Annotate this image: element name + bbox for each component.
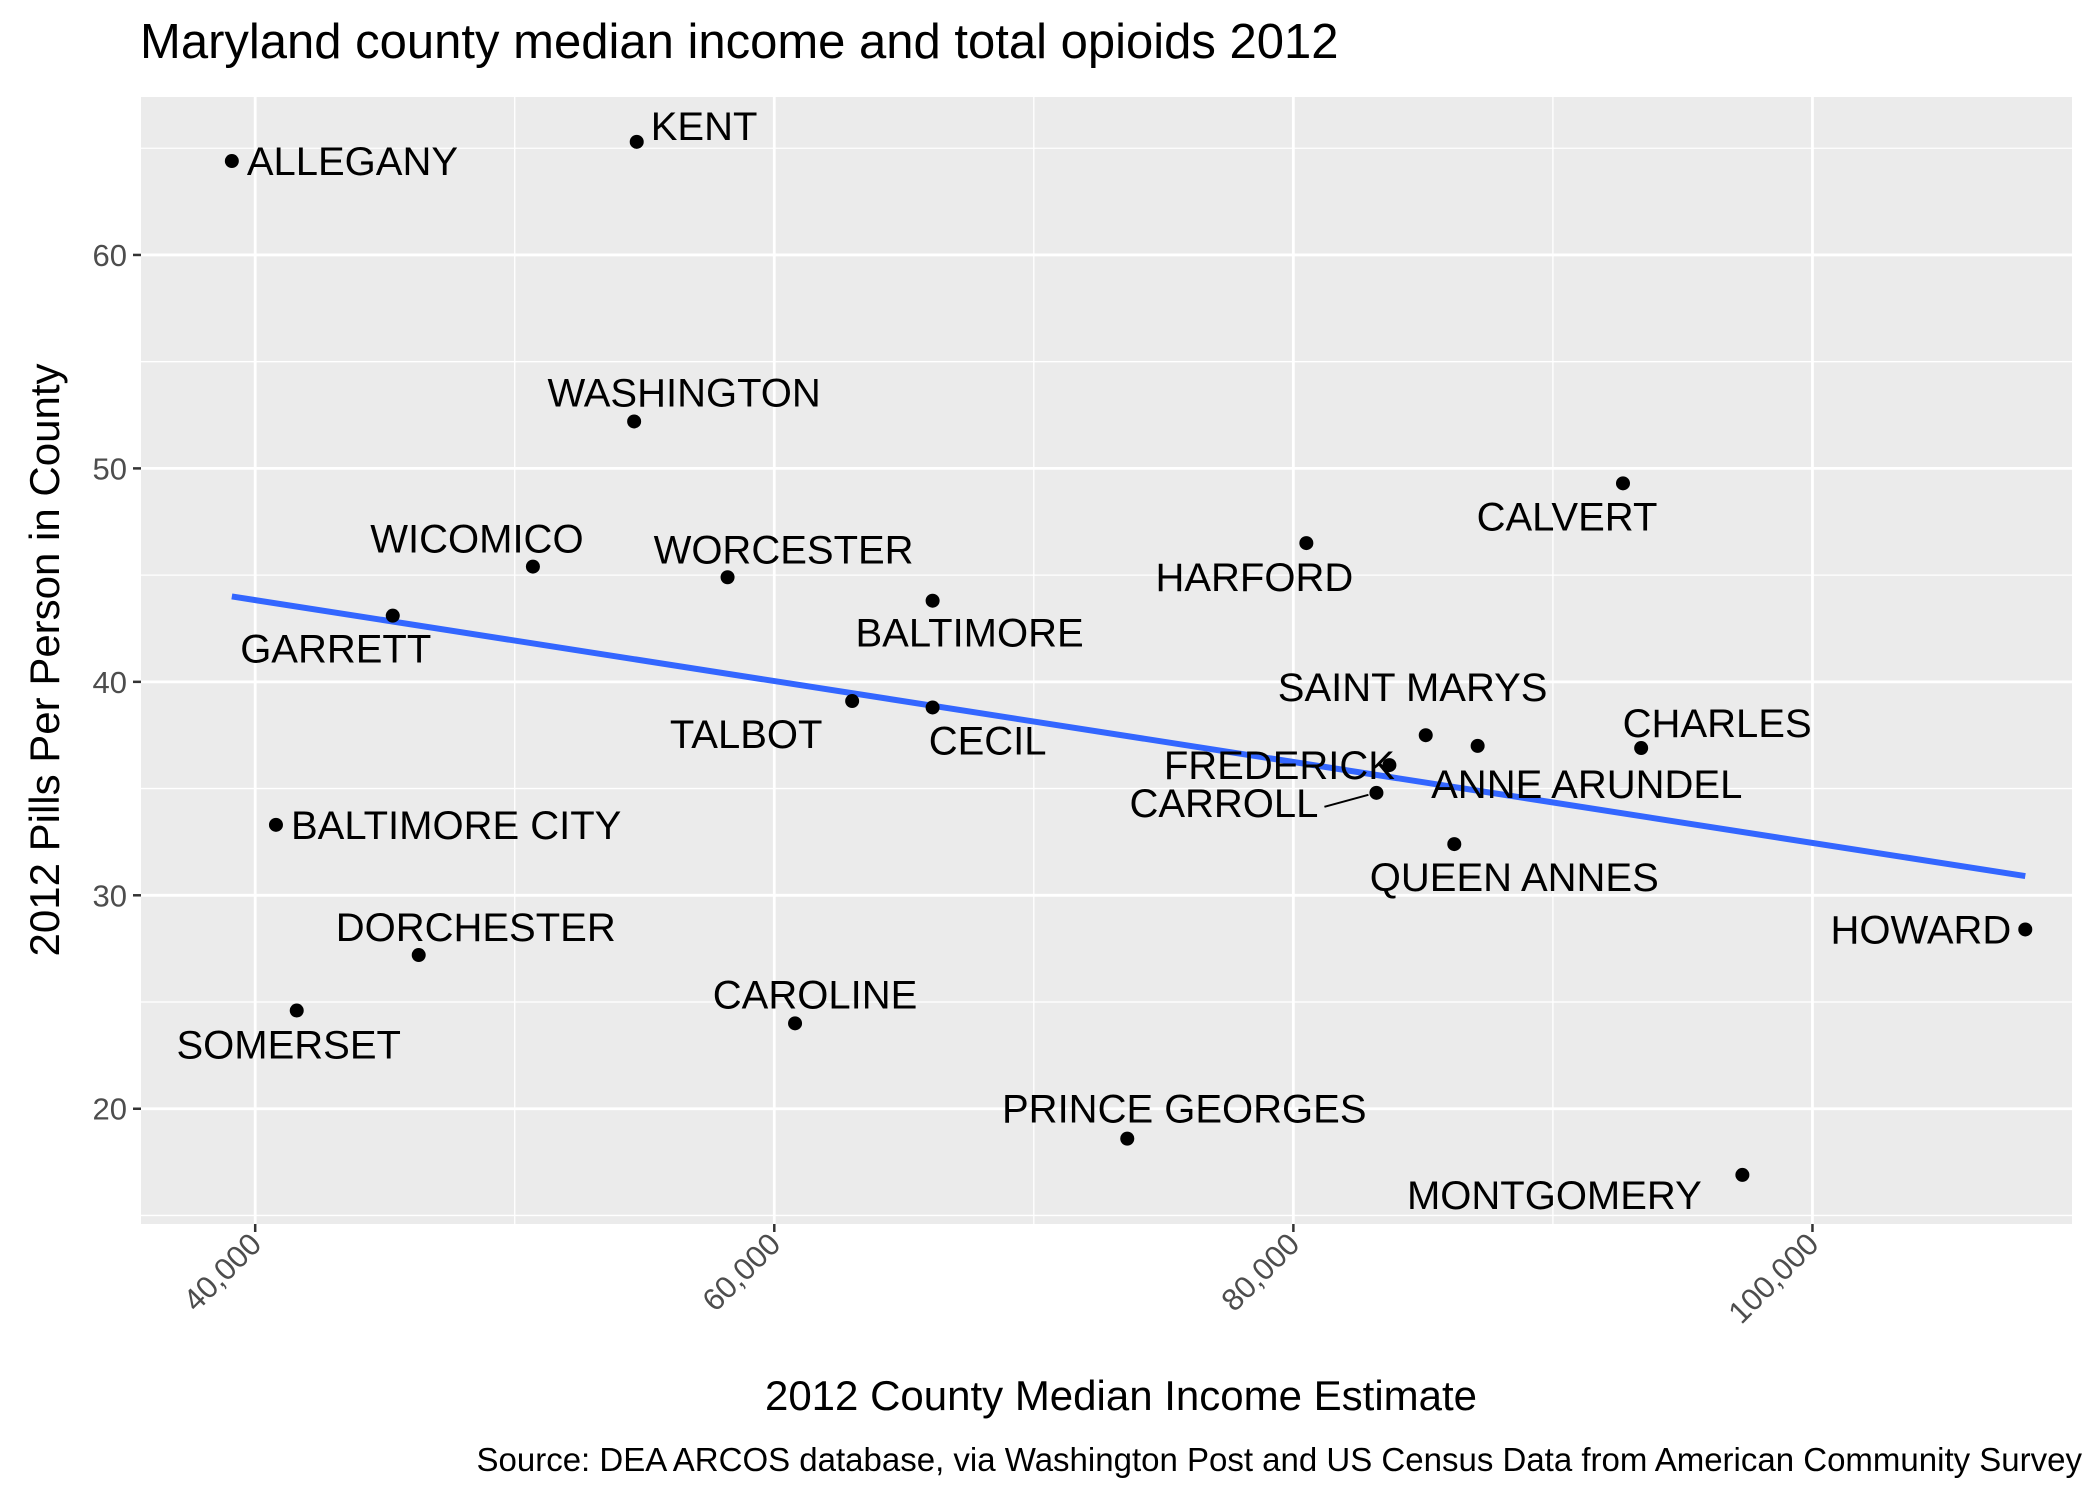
data-point bbox=[1447, 837, 1462, 852]
data-point bbox=[627, 414, 642, 429]
point-label: CARROLL bbox=[1129, 782, 1318, 826]
x-tick-label: 100,000 bbox=[1721, 1226, 1825, 1330]
point-label: WASHINGTON bbox=[547, 371, 820, 415]
data-point bbox=[385, 608, 400, 623]
data-point bbox=[525, 559, 540, 574]
data-point bbox=[1120, 1131, 1135, 1146]
y-tick-label: 40 bbox=[93, 665, 127, 700]
data-point bbox=[411, 948, 426, 963]
data-point bbox=[629, 134, 644, 149]
point-label: WORCESTER bbox=[654, 528, 914, 572]
data-point bbox=[1382, 758, 1397, 773]
data-point bbox=[224, 154, 239, 169]
data-point bbox=[1634, 741, 1649, 756]
source-caption: Source: DEA ARCOS database, via Washingt… bbox=[476, 1441, 2083, 1478]
data-point bbox=[925, 593, 940, 608]
point-label: SAINT MARYS bbox=[1278, 666, 1548, 710]
data-point bbox=[1470, 738, 1485, 753]
plot-panel bbox=[141, 97, 2072, 1224]
point-label: QUEEN ANNES bbox=[1370, 856, 1659, 900]
point-label: CALVERT bbox=[1477, 495, 1658, 539]
x-tick-label: 40,000 bbox=[176, 1226, 268, 1318]
point-label: CECIL bbox=[929, 719, 1047, 763]
data-point bbox=[845, 694, 860, 709]
data-point bbox=[1299, 536, 1314, 551]
point-label: WICOMICO bbox=[370, 518, 583, 562]
data-point bbox=[1418, 728, 1433, 743]
y-tick-label: 20 bbox=[93, 1092, 127, 1127]
trend-line bbox=[231, 593, 2026, 880]
x-tick-label: 80,000 bbox=[1215, 1226, 1307, 1318]
point-label: SOMERSET bbox=[176, 1024, 400, 1068]
data-point bbox=[2018, 922, 2033, 937]
x-axis-title: 2012 County Median Income Estimate bbox=[764, 1372, 1478, 1419]
point-label: BALTIMORE bbox=[856, 612, 1084, 656]
data-point bbox=[289, 1003, 304, 1018]
point-label: DORCHESTER bbox=[336, 906, 616, 950]
label-leader-line bbox=[1324, 793, 1369, 808]
point-label: BALTIMORE CITY bbox=[291, 804, 621, 848]
x-tick-label: 60,000 bbox=[695, 1226, 787, 1318]
point-label: PRINCE GEORGES bbox=[1002, 1088, 1367, 1132]
data-point bbox=[788, 1016, 803, 1031]
point-label: FREDERICK bbox=[1164, 744, 1395, 788]
point-label: CAROLINE bbox=[713, 973, 918, 1017]
point-label: GARRETT bbox=[240, 628, 431, 672]
point-label: CHARLES bbox=[1623, 702, 1812, 746]
data-point bbox=[1615, 476, 1630, 491]
point-label: ALLEGANY bbox=[247, 140, 458, 184]
data-point bbox=[1735, 1167, 1750, 1182]
data-point bbox=[268, 817, 283, 832]
point-label: HOWARD bbox=[1831, 908, 2012, 952]
y-axis-title: 2012 Pills Per Person in County bbox=[21, 363, 68, 957]
point-label: TALBOT bbox=[670, 713, 823, 757]
y-tick-label: 50 bbox=[93, 451, 127, 486]
point-label: KENT bbox=[651, 105, 758, 149]
y-tick-label: 30 bbox=[93, 878, 127, 913]
y-tick-label: 60 bbox=[93, 238, 127, 273]
data-point bbox=[1369, 785, 1384, 800]
data-point bbox=[925, 700, 940, 715]
point-label: MONTGOMERY bbox=[1407, 1174, 1702, 1218]
chart-title: Maryland county median income and total … bbox=[140, 15, 1339, 69]
data-point bbox=[720, 570, 735, 585]
point-label: ANNE ARUNDEL bbox=[1431, 763, 1742, 807]
point-label: HARFORD bbox=[1155, 556, 1353, 600]
